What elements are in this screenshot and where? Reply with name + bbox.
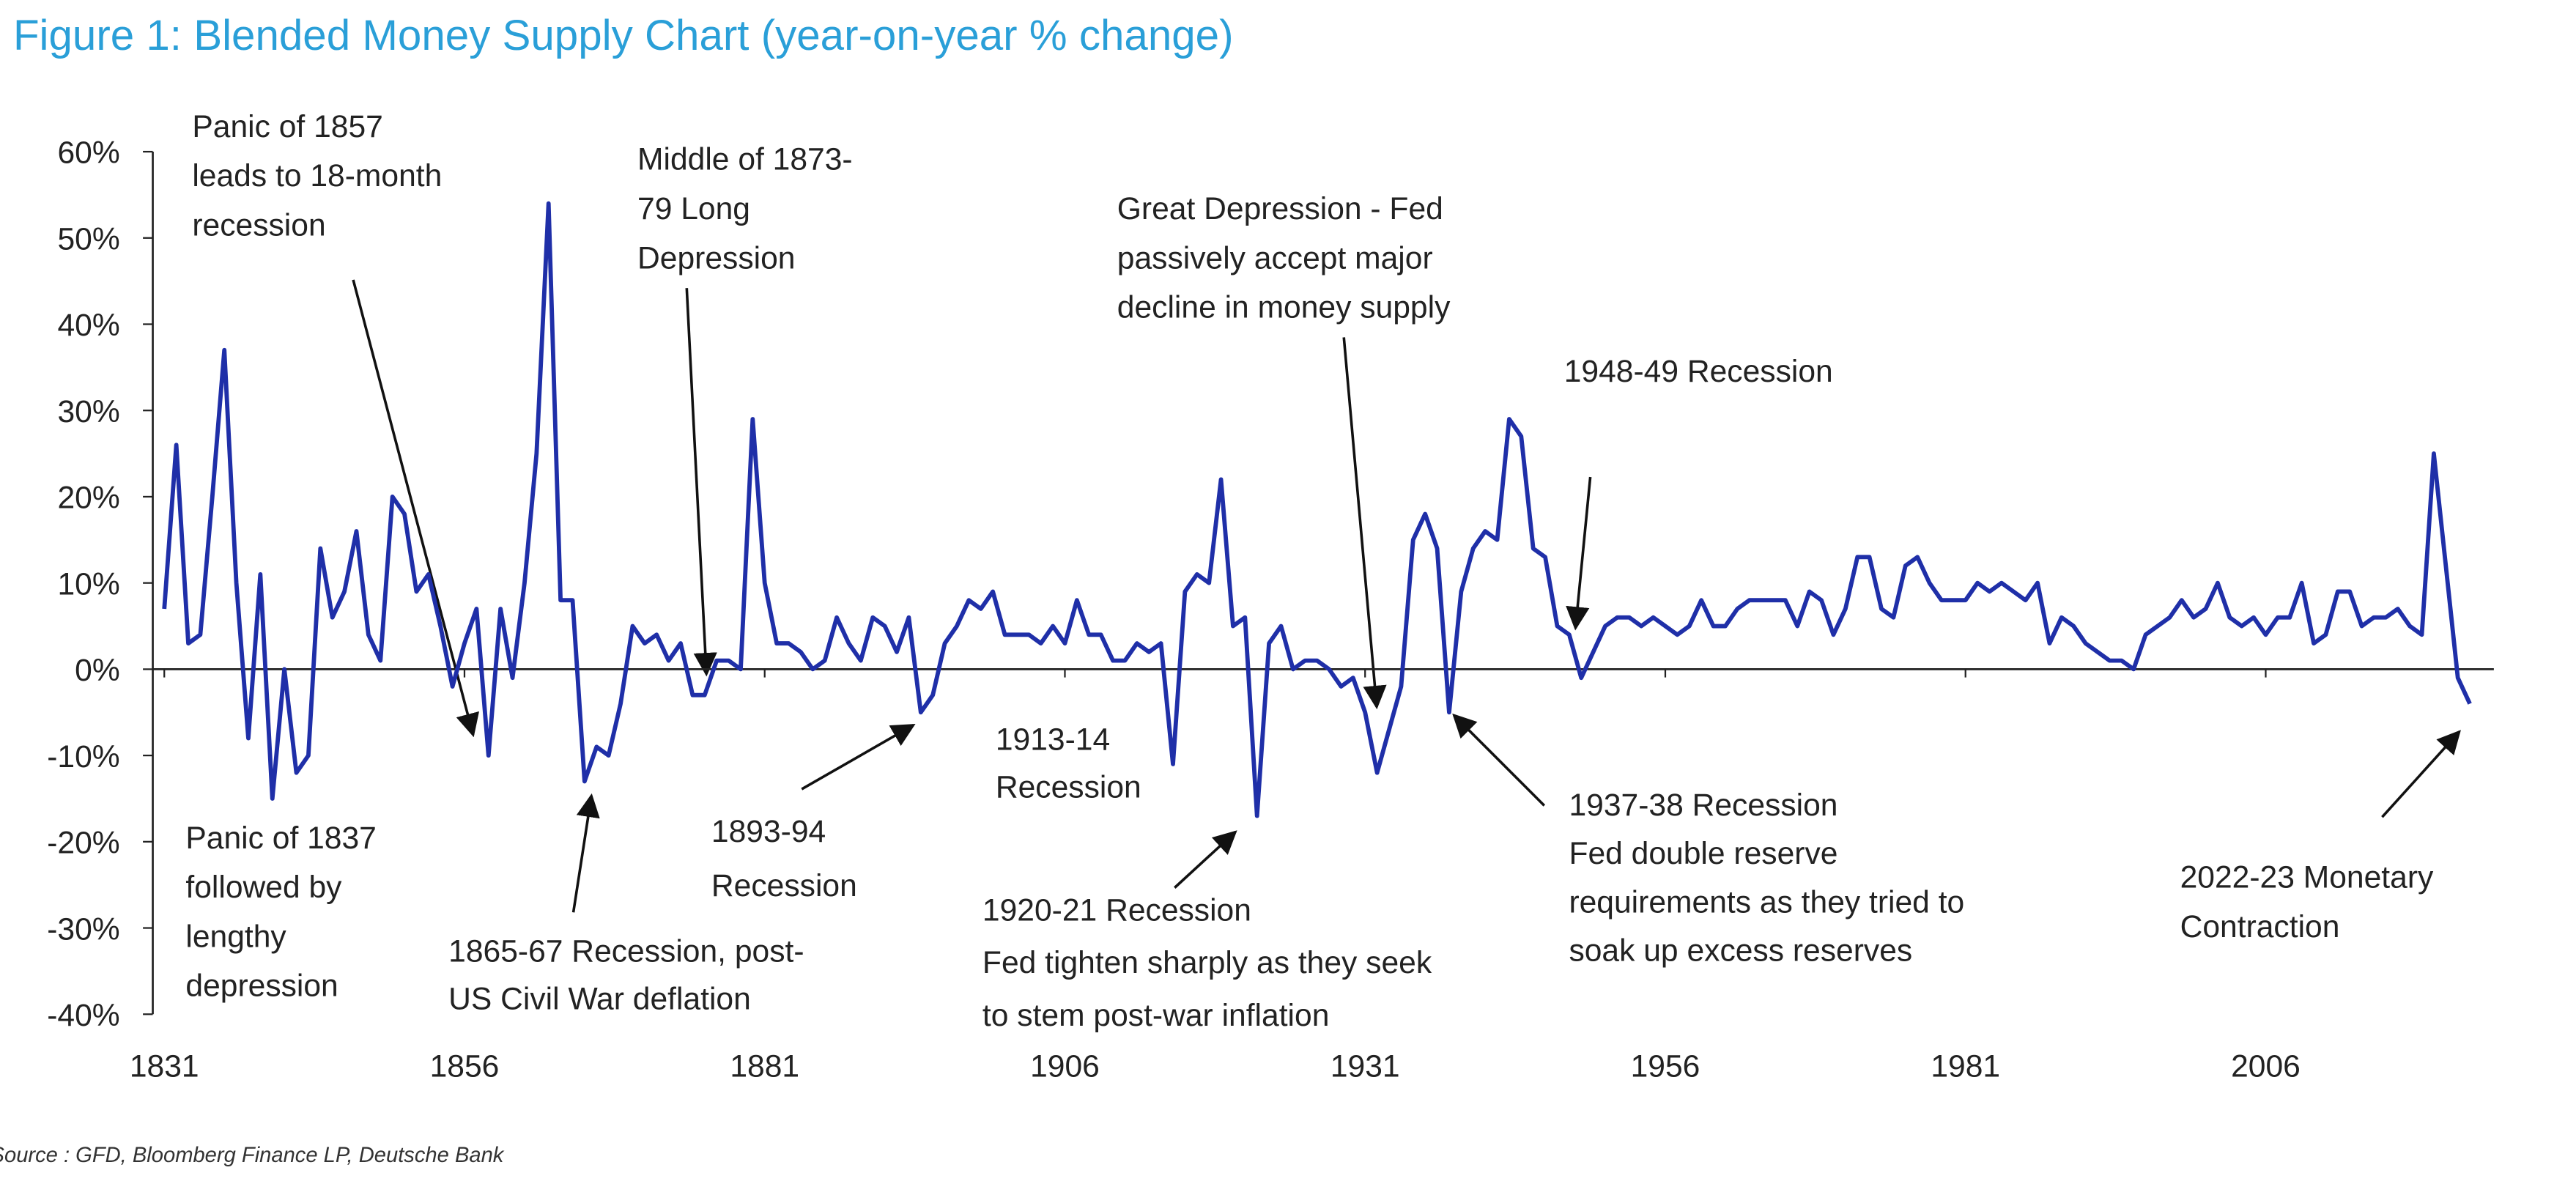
- annotation: 1865-67 Recession, post-: [448, 934, 804, 969]
- annotation: Fed double reserve: [1569, 836, 1837, 871]
- y-tick-label: 60%: [57, 136, 119, 171]
- y-tick-label: 40%: [57, 308, 119, 343]
- annotation: soak up excess reserves: [1569, 933, 1912, 968]
- y-tick-label: 10%: [57, 566, 119, 602]
- source-note: Source : GFD, Bloomberg Finance LP, Deut…: [0, 1144, 505, 1167]
- annotation: Panic of 1857: [192, 109, 383, 144]
- annotation: 1920-21 Recession: [982, 892, 1251, 928]
- annotation: Contraction: [2180, 909, 2340, 944]
- arrow: [1342, 337, 1387, 710]
- annotation: 1937-38 Recession: [1569, 788, 1837, 823]
- annotation: 79 Long: [637, 191, 750, 226]
- annotation: Depression: [637, 240, 795, 275]
- annotation: 2022-23 Monetary: [2180, 860, 2434, 895]
- annotation: 1893-94: [711, 814, 826, 849]
- y-tick-label: -30%: [47, 911, 119, 947]
- x-tick-label: 1856: [430, 1048, 500, 1084]
- y-tick-label: 20%: [57, 481, 119, 516]
- y-tick-label: -20%: [47, 826, 119, 861]
- annotation: 1948-49 Recession: [1564, 354, 1833, 389]
- annotation: Recession: [996, 769, 1141, 804]
- annotation: Recession: [711, 868, 857, 903]
- arrow: [1174, 830, 1237, 889]
- arrow: [571, 793, 600, 913]
- annotation: Great Depression - Fed: [1117, 191, 1443, 226]
- chart-title: Figure 1: Blended Money Supply Chart (ye…: [13, 12, 1234, 59]
- arrow: [1452, 713, 1546, 807]
- y-tick-label: 30%: [57, 394, 119, 429]
- x-tick-label: 1931: [1330, 1048, 1400, 1084]
- x-tick-label: 1881: [730, 1048, 799, 1084]
- annotation: decline in money supply: [1117, 290, 1451, 325]
- annotation: passively accept major: [1117, 240, 1433, 275]
- annotation: leads to 18-month: [192, 158, 442, 193]
- y-tick-label: 50%: [57, 221, 119, 256]
- x-tick-label: 1981: [1931, 1048, 2000, 1084]
- annotation-arrows: [352, 279, 2461, 913]
- annotation: Panic of 1837: [185, 821, 377, 856]
- arrow: [1566, 476, 1592, 631]
- x-tick-label: 1956: [1631, 1048, 1700, 1084]
- annotation: to stem post-war inflation: [982, 998, 1329, 1033]
- arrow: [685, 288, 717, 677]
- y-tick-label: 0%: [75, 653, 120, 688]
- arrow: [2381, 730, 2461, 818]
- annotation: 1913-14: [996, 722, 1110, 757]
- annotation: depression: [185, 969, 338, 1004]
- annotation: requirements as they tried to: [1569, 884, 1964, 920]
- arrow: [352, 279, 480, 738]
- series-line: [162, 201, 2472, 818]
- y-tick-label: -40%: [47, 998, 119, 1033]
- annotation: followed by: [185, 870, 342, 905]
- annotation: lengthy: [185, 919, 286, 954]
- arrow: [801, 724, 916, 791]
- x-tick-label: 1906: [1030, 1048, 1100, 1084]
- annotation: US Civil War deflation: [448, 982, 751, 1017]
- x-tick-label: 2006: [2231, 1048, 2301, 1084]
- annotation: Middle of 1873-: [637, 142, 853, 177]
- x-tick-label: 1831: [130, 1048, 199, 1084]
- y-tick-label: -10%: [47, 739, 119, 774]
- annotation: Fed tighten sharply as they seek: [982, 945, 1432, 980]
- annotation: recession: [192, 207, 325, 243]
